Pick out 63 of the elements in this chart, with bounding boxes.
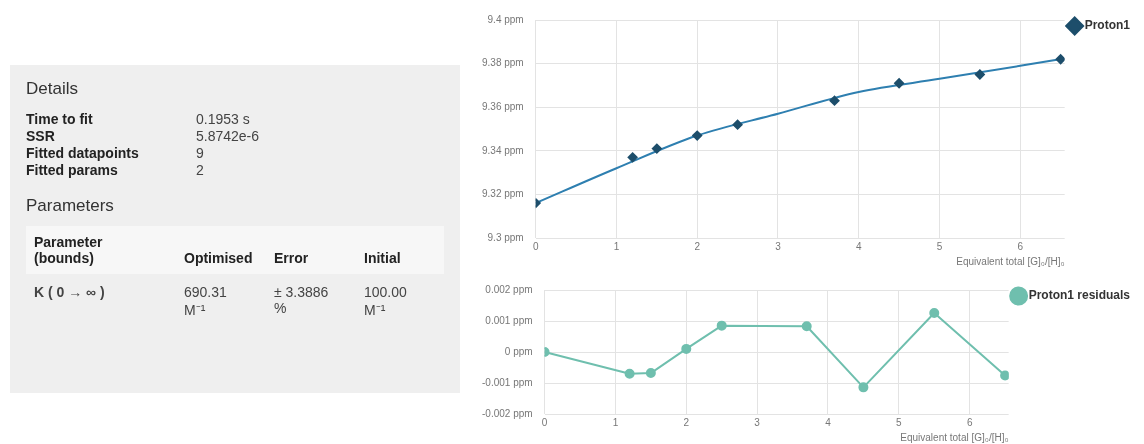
text: Parameters [26, 196, 115, 216]
x-tick-label: 0 [541, 416, 548, 428]
x-tick-label: 3 [775, 240, 782, 252]
x-tick-label: 5 [896, 416, 903, 428]
y-tick-label: 0 ppm [504, 345, 533, 357]
text: 100.00 M⁻¹ [364, 284, 408, 319]
point [1055, 54, 1065, 65]
x-tick-label: 3 [754, 416, 761, 428]
text: 0.1953 s [196, 111, 251, 127]
x-tick-label: 2 [683, 416, 690, 428]
point [974, 69, 985, 80]
text: Error [274, 250, 310, 266]
text: Time to fit [26, 111, 94, 127]
text: Details [26, 79, 79, 99]
point [858, 382, 869, 393]
x-tick-label: 5 [936, 240, 943, 252]
x-tick-label: 0 [532, 240, 539, 252]
legend-label: Proton1 residuals [1028, 288, 1131, 303]
point [627, 152, 638, 163]
point [645, 368, 656, 379]
point [716, 320, 727, 331]
x-tick-label: 4 [825, 416, 832, 428]
point [624, 368, 635, 379]
x-axis-title: Equivalent total [G]₀/[H]₀ [900, 431, 1009, 443]
x-tick-label: 2 [694, 240, 701, 252]
point [929, 307, 940, 318]
x-tick-label: 4 [855, 240, 862, 252]
point [651, 143, 662, 154]
point [829, 95, 840, 106]
y-tick-label: 0.002 ppm [485, 283, 533, 295]
legend-label: Proton1 [1084, 18, 1131, 33]
x-tick-label: 1 [612, 416, 619, 428]
point [894, 78, 905, 89]
x-tick-label: 1 [613, 240, 620, 252]
text: 690.31 M⁻¹ [184, 284, 228, 319]
text: 9 [196, 145, 205, 161]
point [1000, 370, 1009, 381]
y-tick-label: 9.38 ppm [481, 57, 524, 69]
text: Initial [364, 250, 402, 266]
text: SSR [26, 128, 56, 144]
y-tick-label: 9.32 ppm [481, 188, 524, 200]
point [732, 119, 743, 130]
text: Fitted params [26, 162, 119, 178]
y-tick-label: 0.001 ppm [485, 314, 533, 326]
text: 2 [196, 162, 205, 178]
text: 5.8742e-6 [196, 128, 261, 144]
y-tick-label: -0.001 ppm [481, 376, 533, 388]
x-axis-title: Equivalent total [G]₀/[H]₀ [956, 255, 1065, 267]
text: Optimised [184, 250, 254, 266]
text: Parameter (bounds) [34, 234, 104, 266]
text: ± 3.3886 % [274, 284, 330, 318]
point [681, 343, 692, 354]
x-tick-label: 6 [966, 416, 973, 428]
y-tick-label: 9.4 ppm [487, 13, 524, 25]
x-tick-label: 6 [1017, 240, 1024, 252]
text: K ( 0 → ∞ ) [34, 284, 106, 302]
text: Fitted datapoints [26, 145, 140, 161]
y-tick-label: -0.002 ppm [481, 407, 533, 419]
point [692, 130, 703, 141]
point [801, 321, 812, 332]
y-tick-label: 9.34 ppm [481, 144, 524, 156]
y-tick-label: 9.36 ppm [481, 100, 524, 112]
y-tick-label: 9.3 ppm [487, 231, 524, 243]
